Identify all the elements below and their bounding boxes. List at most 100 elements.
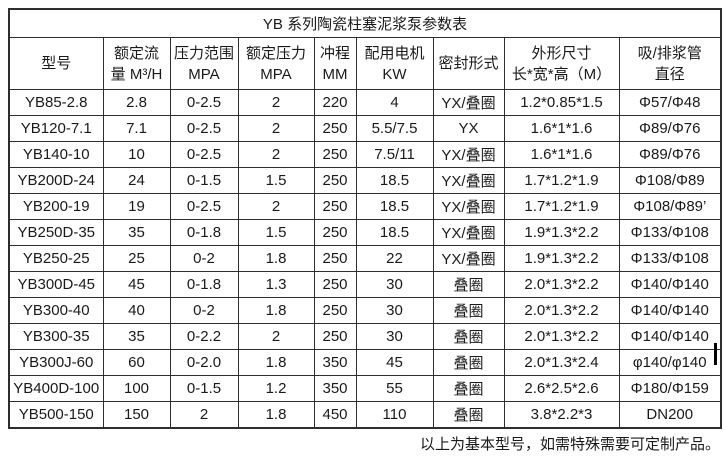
table-cell: 220 (313, 89, 357, 116)
header-line: MPA (260, 65, 292, 83)
table-cell: 1.8 (237, 349, 315, 376)
header-line: 直径 (654, 65, 685, 83)
table-cell: YB120-7.1 (8, 115, 104, 142)
table-cell: YX/叠圈 (432, 141, 505, 168)
table-cell: 2 (237, 323, 315, 350)
table-cell: YB140-10 (8, 141, 104, 168)
table-cell: Φ89/Φ76 (618, 141, 722, 168)
table-cell: φ140/φ140 (618, 349, 722, 376)
title-row: YB 系列陶瓷柱塞泥浆泵参数表 (8, 8, 722, 38)
table-cell: YX/叠圈 (432, 167, 505, 194)
header-line: 量 M³/H (110, 65, 163, 83)
table-cell: 45 (355, 349, 434, 376)
table-cell: YB300D-45 (8, 271, 104, 298)
header-line: 配用电机 (364, 44, 425, 62)
table-row: YB300D-45 45 0-1.8 1.3 250 30 叠圈 2.0*1.3*2.2 Φ14… (8, 271, 722, 298)
table-cell: YX/叠圈 (432, 219, 505, 246)
table-cell: YX (432, 115, 505, 142)
table-cell: 0-1.8 (169, 271, 239, 298)
table-cell: 1.9*1.3*2.2 (503, 245, 620, 272)
header-line: 密封形式 (438, 55, 499, 72)
table-cell: YX/叠圈 (432, 245, 505, 272)
table-cell: 450 (313, 401, 357, 429)
table-cell: Φ140/Φ140 (618, 297, 722, 324)
table-cell: 2 (237, 115, 315, 142)
table-cell: 1.6*1*1.6 (503, 141, 620, 168)
table-cell: 2.0*1.3*2.2 (503, 271, 620, 298)
table-cell: 55 (355, 375, 434, 402)
column-header-rated-pressure: 额定压力 MPA (237, 37, 315, 90)
text-cursor (714, 343, 717, 365)
table-cell: YB400D-100 (8, 375, 104, 402)
table-row: YB300-40 40 0-2 1.8 250 30 叠圈 2.0*1.3*2.2 Φ140/Φ… (8, 297, 722, 324)
table-cell: 叠圈 (432, 297, 505, 324)
table-cell: 7.5/11 (355, 141, 434, 168)
header-line: 型号 (41, 55, 72, 72)
table-cell: 250 (313, 193, 357, 220)
table-cell: 0-1.8 (169, 219, 239, 246)
table-cell: 7.1 (102, 115, 171, 142)
column-header-pipe-diameter: 吸/排浆管 直径 (618, 37, 722, 90)
column-header-motor: 配用电机 KW (355, 37, 434, 90)
header-line: 冲程 (319, 44, 350, 62)
table-cell: Φ180/Φ159 (618, 375, 722, 402)
table-cell: 1.5 (237, 167, 315, 194)
table-cell: 0-2 (169, 245, 239, 272)
table-cell: YB300J-60 (8, 349, 104, 376)
table-cell: 0-2.5 (169, 141, 239, 168)
table-cell: 2.8 (102, 89, 171, 116)
header-row: 型号 额定流 量 M³/H 压力范围 MPA 额定压力 MPA 冲程 MM (8, 37, 722, 90)
pump-parameter-table: YB 系列陶瓷柱塞泥浆泵参数表 型号 额定流 量 M³/H 压力范围 MPA 额… (8, 8, 723, 429)
table-cell: 250 (313, 323, 357, 350)
table-cell: 2 (237, 89, 315, 116)
table-cell: 1.5 (237, 219, 315, 246)
table-cell: Φ89/Φ76 (618, 115, 722, 142)
table-cell: 35 (102, 219, 171, 246)
table-cell: 1.7*1.2*1.9 (503, 193, 620, 220)
column-header-dimensions: 外形尺寸 长*宽*高（M） (503, 37, 620, 90)
table-cell: 30 (355, 323, 434, 350)
table-cell: 1.3 (237, 271, 315, 298)
header-line: 吸/排浆管 (637, 44, 702, 62)
table-cell: 250 (313, 271, 357, 298)
table-cell: 0-2.0 (169, 349, 239, 376)
table-cell: 1.7*1.2*1.9 (503, 167, 620, 194)
table-cell: 0-2.5 (169, 193, 239, 220)
table-cell: 0-1.5 (169, 375, 239, 402)
table-cell: 350 (313, 349, 357, 376)
table-cell: 叠圈 (432, 323, 505, 350)
column-header-model: 型号 (8, 37, 104, 90)
table-cell: YB300-35 (8, 323, 104, 350)
table-cell: 1.2 (237, 375, 315, 402)
table-cell: 叠圈 (432, 271, 505, 298)
table-cell: 250 (313, 297, 357, 324)
table-cell: 45 (102, 271, 171, 298)
table-cell: YB85-2.8 (8, 89, 104, 116)
table-cell: 18.5 (355, 219, 434, 246)
table-cell: 0-2 (169, 297, 239, 324)
column-header-rated-flow: 额定流 量 M³/H (102, 37, 171, 90)
table-cell: Φ133/Φ108 (618, 219, 722, 246)
table-cell: 2.0*1.3*2.4 (503, 349, 620, 376)
table-cell: 60 (102, 349, 171, 376)
table-row: YB300-35 35 0-2.2 2 250 30 叠圈 2.0*1.3*2.2 Φ140/Φ… (8, 323, 722, 350)
table-cell: Φ140/Φ140 (618, 271, 722, 298)
table-cell: YB500-150 (8, 401, 104, 429)
header-line: 压力范围 (173, 44, 234, 62)
table-cell: 30 (355, 271, 434, 298)
table-row: YB200-19 19 0-2.5 2 250 18.5 YX/叠圈 1.7*1.2*1.9 Φ… (8, 193, 722, 220)
table-row: YB300J-60 60 0-2.0 1.8 350 45 叠圈 2.0*1.3*2.4 φ14… (8, 349, 722, 376)
table-cell: 250 (313, 167, 357, 194)
table-cell: 5.5/7.5 (355, 115, 434, 142)
table-cell: 0-2.5 (169, 89, 239, 116)
table-cell: 250 (313, 245, 357, 272)
table-cell: 22 (355, 245, 434, 272)
table-cell: YB250D-35 (8, 219, 104, 246)
table-cell: 18.5 (355, 193, 434, 220)
footer-note: 以上为基本型号，如需特殊需要可定制产品。 (419, 436, 720, 453)
table-row: YB250-25 25 0-2 1.8 250 22 YX/叠圈 1.9*1.3*2.2 Φ13… (8, 245, 722, 272)
table-cell: 1.8 (237, 297, 315, 324)
table-cell: 2 (169, 401, 239, 429)
table-cell: 30 (355, 297, 434, 324)
column-header-pressure-range: 压力范围 MPA (169, 37, 239, 90)
